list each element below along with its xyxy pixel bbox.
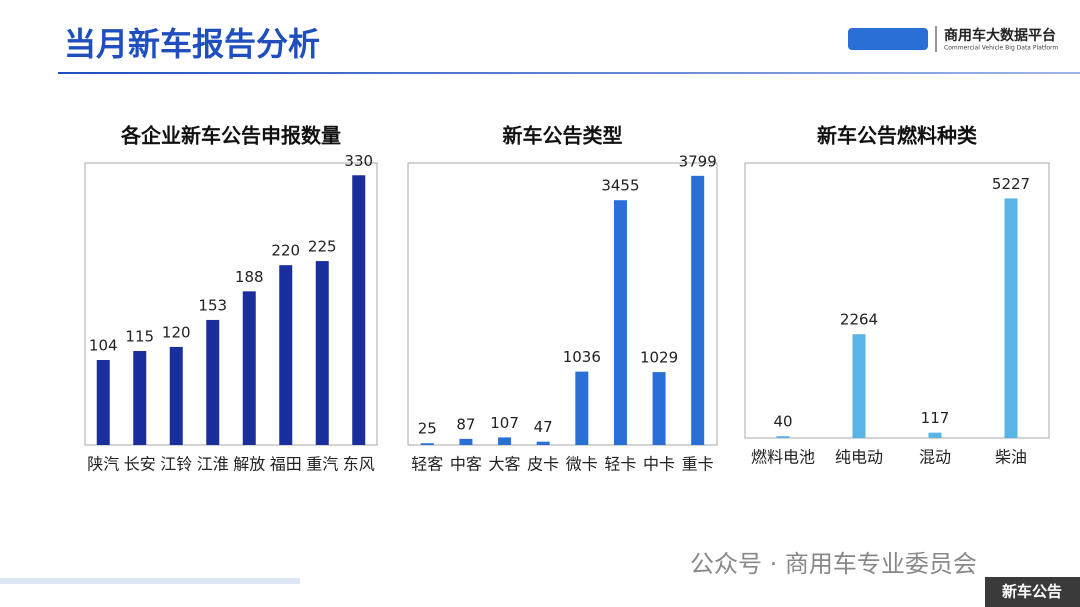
bar xyxy=(459,438,473,445)
bar xyxy=(613,200,627,445)
bar xyxy=(852,334,866,438)
bar xyxy=(315,261,329,445)
x-tick-label: 东风 xyxy=(343,455,375,474)
x-tick-label: 轻卡 xyxy=(604,455,636,474)
data-label: 3799 xyxy=(679,152,717,170)
bar xyxy=(536,441,550,445)
data-label: 225 xyxy=(308,238,337,256)
data-label: 25 xyxy=(418,420,437,438)
footer-tag xyxy=(985,577,1080,607)
data-label: 87 xyxy=(456,415,475,433)
x-tick-label: 燃料电池 xyxy=(751,448,815,467)
x-tick-label: 福田 xyxy=(270,455,302,474)
data-label: 1029 xyxy=(640,349,678,367)
footer-decoration xyxy=(0,578,300,584)
chart-title: 新车公告类型 xyxy=(503,124,623,148)
bar xyxy=(652,372,666,445)
x-tick-label: 中卡 xyxy=(643,455,675,474)
watermark: 公众号 · 商用车专业委员会 xyxy=(690,550,977,578)
header-line xyxy=(58,72,1080,74)
bar xyxy=(498,437,512,445)
logo-text: 商用车大数据平台 xyxy=(944,27,1056,44)
data-label: 117 xyxy=(921,409,950,427)
bar xyxy=(133,351,147,445)
bar xyxy=(420,443,434,445)
plot-frame xyxy=(407,162,718,446)
bar xyxy=(206,319,220,445)
x-tick-label: 重卡 xyxy=(682,455,714,474)
plot-frame xyxy=(744,162,1050,439)
page-title: 当月新车报告分析 xyxy=(64,25,320,63)
x-tick-label: 中客 xyxy=(450,455,482,474)
x-tick-label: 纯电动 xyxy=(835,448,883,467)
bar xyxy=(776,436,790,438)
x-tick-label: 混动 xyxy=(919,448,951,467)
data-label: 153 xyxy=(198,296,227,314)
data-label: 40 xyxy=(773,413,792,431)
bar xyxy=(242,291,256,445)
data-label: 220 xyxy=(271,242,300,260)
bar xyxy=(96,359,110,445)
x-tick-label: 江淮 xyxy=(197,455,229,474)
data-label: 3455 xyxy=(601,177,639,195)
data-label: 1036 xyxy=(563,348,601,366)
x-tick-label: 长安 xyxy=(124,455,156,474)
bar xyxy=(1004,198,1018,438)
x-tick-label: 柴油 xyxy=(995,448,1027,467)
bar xyxy=(691,175,705,445)
data-label: 2264 xyxy=(840,311,878,329)
bar xyxy=(279,265,293,445)
bar xyxy=(169,346,183,445)
x-tick-label: 皮卡 xyxy=(527,455,559,474)
data-label: 5227 xyxy=(992,175,1030,193)
plot-frame xyxy=(84,162,378,446)
x-tick-label: 重汽 xyxy=(306,455,338,474)
logo-icon xyxy=(848,28,928,50)
x-tick-label: 轻客 xyxy=(411,455,443,474)
x-tick-label: 陕汽 xyxy=(87,455,119,474)
x-tick-label: 江铃 xyxy=(160,455,192,474)
chart-title: 各企业新车公告申报数量 xyxy=(120,124,341,148)
footer-tag-text: 新车公告 xyxy=(1002,583,1062,601)
bar xyxy=(352,175,366,445)
data-label: 107 xyxy=(490,414,519,432)
chart-title: 新车公告燃料种类 xyxy=(817,124,977,148)
data-label: 188 xyxy=(235,268,264,286)
data-label: 104 xyxy=(89,336,118,354)
data-label: 330 xyxy=(344,152,373,170)
x-tick-label: 解放 xyxy=(233,455,265,474)
data-label: 47 xyxy=(534,418,553,436)
x-tick-label: 大客 xyxy=(489,455,521,474)
bar xyxy=(575,371,589,445)
data-label: 115 xyxy=(125,328,154,346)
x-tick-label: 微卡 xyxy=(566,455,598,474)
data-label: 120 xyxy=(162,323,191,341)
logo-subtext: Commercial Vehicle Big Data Platform xyxy=(944,45,1058,52)
bar xyxy=(928,432,942,438)
